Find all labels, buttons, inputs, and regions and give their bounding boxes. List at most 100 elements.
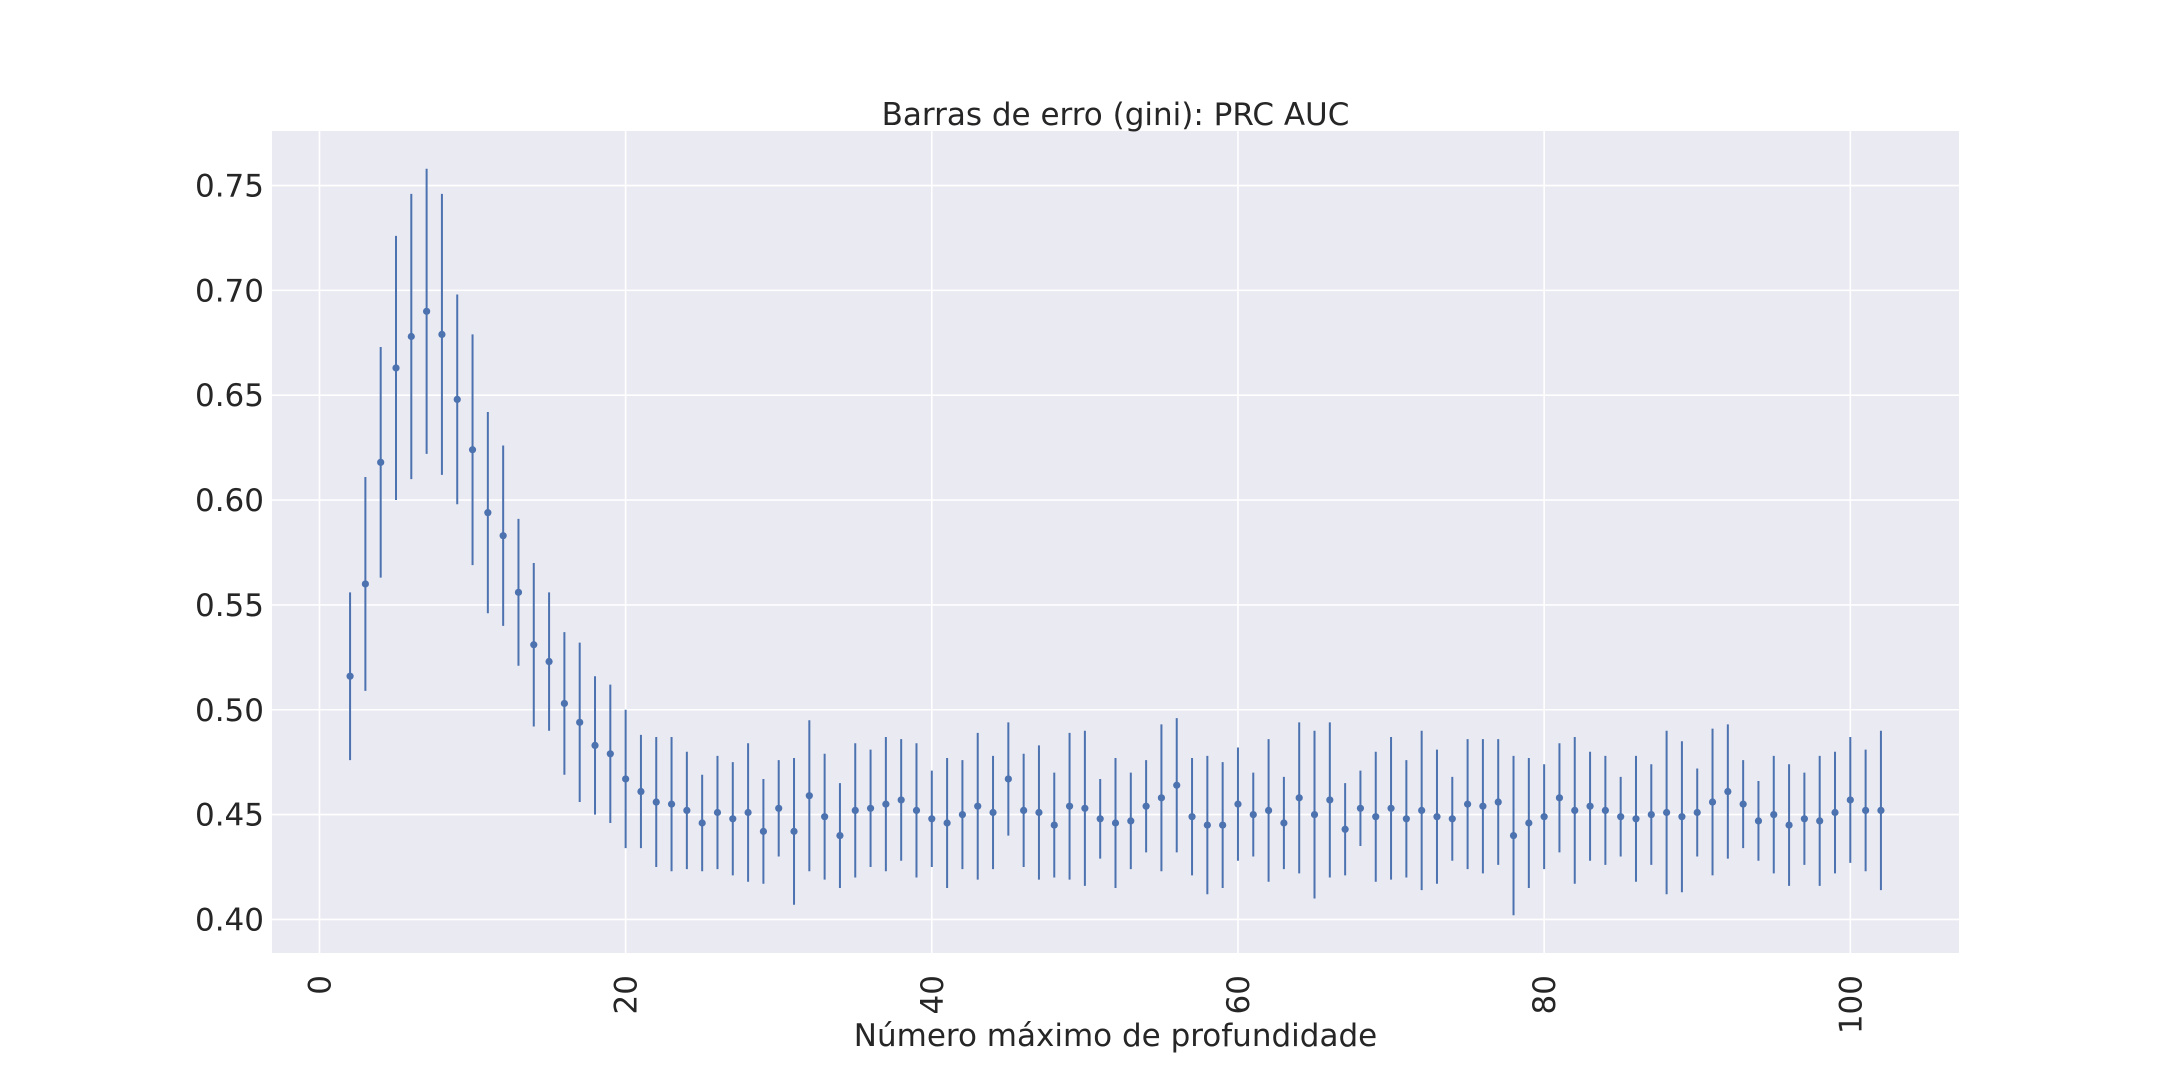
data-point (1693, 808, 1701, 817)
data-point (1004, 775, 1012, 783)
y-tick-label: 0.65 (195, 378, 264, 414)
data-point (484, 509, 492, 517)
data-point (1555, 794, 1564, 802)
data-point (851, 806, 859, 815)
data-point (1295, 794, 1303, 802)
data-point (1800, 815, 1808, 823)
x-tick-label: 100 (1833, 975, 1869, 1034)
data-point (1142, 802, 1150, 810)
data-point (1525, 819, 1533, 827)
data-point (1877, 806, 1885, 815)
x-tick-label: 20 (609, 975, 645, 1014)
data-point (897, 796, 905, 804)
data-point (713, 808, 722, 817)
data-point (1586, 802, 1594, 810)
data-point (1418, 806, 1426, 815)
data-point (423, 307, 431, 315)
data-point (667, 800, 676, 808)
data-point (1479, 802, 1487, 810)
data-point (1234, 800, 1242, 808)
data-point (1065, 802, 1074, 810)
data-point (989, 808, 997, 817)
data-point (1617, 813, 1625, 821)
data-point (1173, 781, 1181, 789)
data-point (1127, 817, 1135, 825)
data-point (637, 787, 645, 796)
data-point (1326, 796, 1334, 804)
data-point (591, 741, 599, 750)
x-tick-label: 80 (1527, 975, 1563, 1014)
x-tick-label: 40 (915, 975, 951, 1014)
data-point (1157, 794, 1166, 802)
data-point (1754, 817, 1763, 825)
data-point (622, 775, 630, 783)
data-point (606, 750, 614, 758)
data-point (744, 808, 752, 817)
data-point (407, 332, 415, 341)
data-point (1494, 798, 1502, 806)
data-point (974, 802, 982, 810)
data-point (1785, 821, 1793, 829)
data-point (1035, 808, 1043, 817)
x-tick-label: 0 (302, 975, 338, 995)
data-point (1020, 806, 1028, 815)
data-point (1280, 819, 1288, 827)
data-point (928, 815, 936, 823)
y-tick-label: 0.75 (195, 169, 264, 205)
data-point (1249, 811, 1257, 819)
data-point (1203, 821, 1211, 829)
data-point (1540, 813, 1548, 821)
data-point (821, 813, 829, 821)
data-point (775, 804, 783, 812)
data-point (1571, 806, 1579, 815)
data-point (1846, 796, 1854, 804)
data-point (1647, 811, 1655, 819)
data-point (438, 330, 446, 339)
data-point (1463, 800, 1472, 808)
y-tick-label: 0.40 (195, 902, 264, 938)
data-point (943, 819, 951, 827)
y-tick-label: 0.50 (195, 693, 264, 729)
data-point (1219, 821, 1227, 829)
data-point (1724, 787, 1732, 796)
data-point (652, 798, 660, 806)
data-point (392, 364, 400, 372)
data-point (1770, 811, 1778, 819)
data-point (1402, 815, 1410, 823)
x-tick-labels: 0 20 40 60 80 100 (302, 975, 1869, 1034)
data-point (499, 532, 507, 540)
data-point (1387, 804, 1395, 812)
data-point (1601, 806, 1609, 815)
data-point (1448, 815, 1456, 823)
data-point (576, 718, 584, 726)
series-points (346, 168, 1885, 916)
data-point (346, 672, 354, 680)
data-point (1433, 813, 1441, 821)
x-tick-label: 60 (1221, 975, 1257, 1014)
chart-title: Barras de erro (gini): PRC AUC (882, 97, 1350, 133)
data-point (958, 811, 967, 819)
data-point (790, 827, 798, 835)
data-point (1356, 804, 1365, 812)
data-point (1188, 813, 1196, 821)
data-point (377, 458, 385, 466)
data-point (698, 819, 706, 827)
x-axis-label: Número máximo de profundidade (854, 1018, 1377, 1054)
data-point (836, 831, 844, 840)
data-point (866, 804, 875, 812)
data-point (453, 395, 461, 404)
data-point (468, 446, 477, 454)
data-point (1264, 806, 1273, 815)
data-point (1372, 813, 1380, 821)
data-point (545, 657, 553, 666)
data-point (1341, 825, 1349, 833)
data-point (912, 806, 921, 815)
data-point (1816, 817, 1824, 825)
data-point (1081, 804, 1089, 812)
data-point (530, 641, 538, 649)
data-point (882, 800, 890, 808)
data-point (1509, 831, 1518, 840)
data-point (1708, 798, 1717, 806)
data-point (1739, 800, 1747, 808)
y-tick-label: 0.70 (195, 273, 264, 309)
